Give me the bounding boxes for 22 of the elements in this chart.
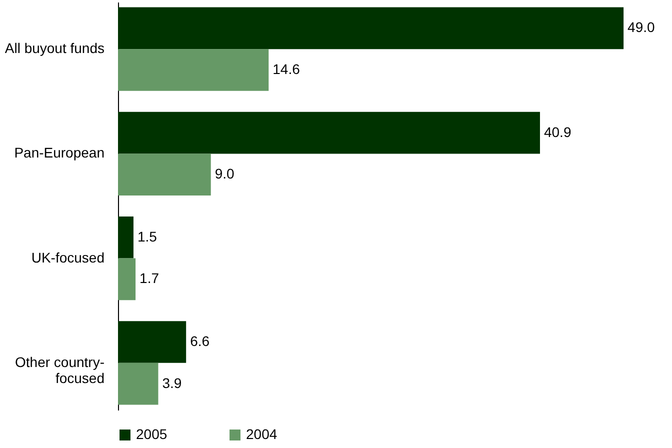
- bar: [118, 258, 136, 300]
- bar: [118, 112, 540, 154]
- data-label: 6.6: [190, 333, 210, 349]
- y-tick-label: All buyout funds: [4, 40, 104, 56]
- y-tick-label: Other country-focused: [15, 354, 105, 386]
- y-tick-label: Pan-European: [14, 144, 104, 161]
- data-label: 1.7: [140, 270, 160, 286]
- y-tick-label: UK-focused: [31, 249, 104, 266]
- bar: [118, 7, 624, 50]
- bar: [118, 321, 186, 363]
- data-label: 40.9: [544, 124, 572, 140]
- bar: [118, 154, 211, 196]
- data-label: 3.9: [162, 374, 182, 391]
- bar: [118, 216, 134, 258]
- data-label: 14.6: [272, 61, 300, 77]
- legend-label: 2005: [136, 426, 168, 442]
- bar: [118, 49, 269, 91]
- legend-label: 2004: [246, 426, 278, 442]
- data-label: 9.0: [214, 166, 235, 182]
- data-label: 49.0: [628, 19, 656, 36]
- bar: [118, 362, 158, 405]
- data-label: 1.5: [137, 228, 158, 244]
